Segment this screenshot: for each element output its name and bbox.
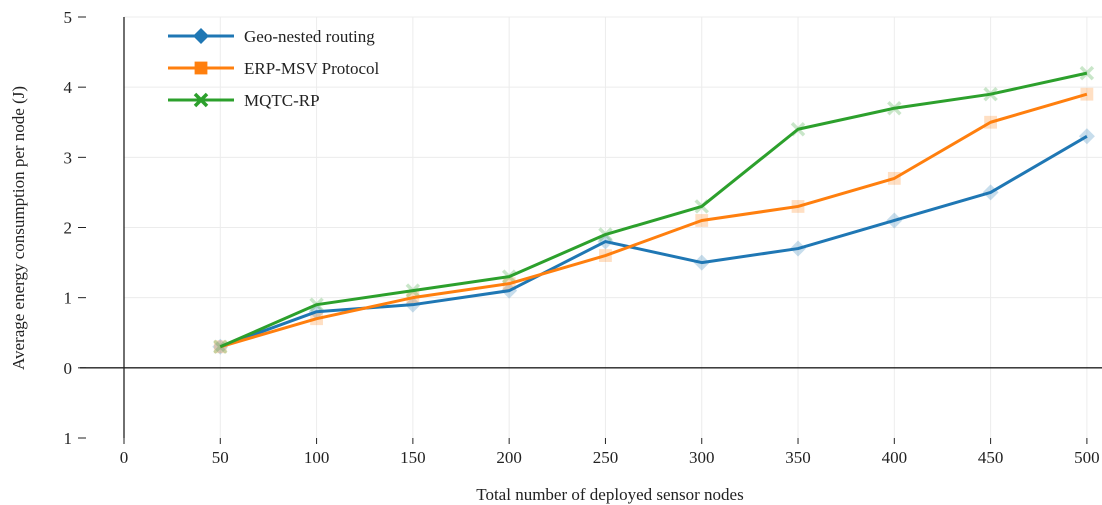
grid [124, 16, 1102, 438]
x-axis-title: Total number of deployed sensor nodes [476, 485, 743, 504]
tick-labels: 0 50 100 150 200 250 300 350 400 450 500 1 0 1 2 3 4 5 [64, 8, 1100, 467]
x-tick-label: 350 [785, 448, 811, 467]
legend-marker [193, 92, 209, 108]
series-line [219, 134, 1088, 349]
x-tick-label: 150 [400, 448, 426, 467]
y-tick-label: 0 [64, 359, 73, 378]
y-tick-label: 1 [64, 289, 73, 308]
x-tick-label: 400 [882, 448, 908, 467]
x-tick-label: 250 [593, 448, 619, 467]
y-tick-label: 3 [64, 148, 73, 167]
legend: Geo-nested routing ERP-MSV Protocol MQTC-R… [168, 27, 380, 110]
legend-marker [194, 61, 208, 75]
x-tick-label: 450 [978, 448, 1004, 467]
x-tick-label: 500 [1074, 448, 1100, 467]
axes [78, 16, 1102, 444]
legend-label: ERP-MSV Protocol [244, 59, 380, 78]
legend-label: MQTC-RP [244, 91, 320, 110]
legend-label: Geo-nested routing [244, 27, 375, 46]
series-line [219, 71, 1088, 349]
y-tick-label: 2 [64, 219, 73, 238]
y-axis-title: Average energy consumption per node (J) [9, 86, 28, 370]
x-tick-label: 200 [496, 448, 522, 467]
y-tick-label: 5 [64, 8, 73, 27]
x-tick-label: 300 [689, 448, 715, 467]
y-tick-label: 4 [64, 78, 73, 97]
legend-marker [193, 28, 209, 44]
series-layer [212, 65, 1095, 355]
x-tick-label: 0 [120, 448, 129, 467]
series-line [219, 92, 1088, 349]
x-tick-label: 50 [212, 448, 229, 467]
y-tick-label: 1 [64, 429, 73, 448]
x-tick-label: 100 [304, 448, 330, 467]
